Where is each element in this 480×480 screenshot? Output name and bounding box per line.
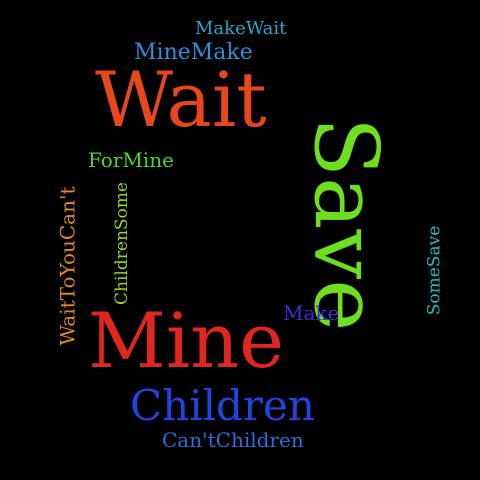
word-waittoyoucant: WaitToYouCan't (55, 186, 80, 346)
word-make: Make (283, 301, 340, 325)
word-minemake: MineMake (134, 40, 253, 65)
word-cantchildren: Can'tChildren (162, 428, 304, 452)
word-makewait: MakeWait (195, 18, 287, 39)
word-formine: ForMine (88, 148, 174, 172)
word-mine: Mine (88, 296, 285, 385)
word-save: Save (294, 116, 398, 332)
word-childrensome: ChildrenSome (111, 182, 132, 305)
word-somesave: SomeSave (424, 225, 445, 316)
word-children: Children (130, 381, 315, 430)
word-wait: Wait (95, 55, 267, 144)
